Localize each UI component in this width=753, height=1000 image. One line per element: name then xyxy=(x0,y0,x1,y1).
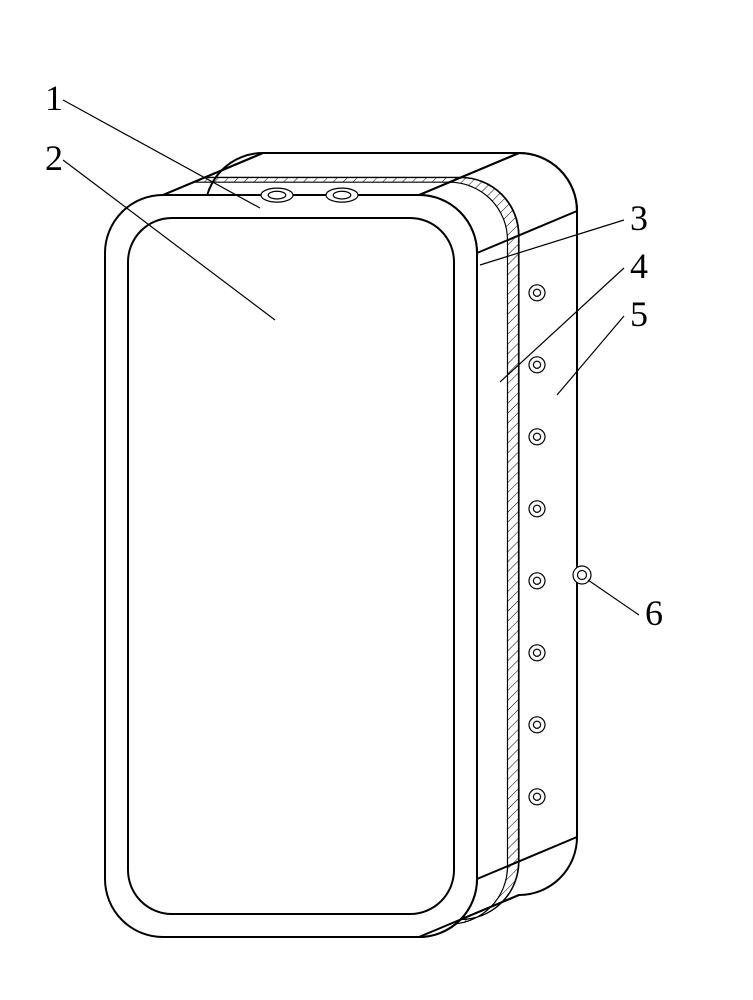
side-hole-inner xyxy=(533,577,540,584)
callout-label: 3 xyxy=(630,198,648,238)
leader-line xyxy=(588,580,639,615)
side-hole-inner xyxy=(533,721,540,728)
callout-label: 1 xyxy=(45,78,63,118)
side-knob-inner xyxy=(578,571,587,580)
side-hole-inner xyxy=(533,505,540,512)
side-hole-inner xyxy=(533,289,540,296)
front-inner xyxy=(128,218,454,914)
top-button-inner xyxy=(333,191,351,199)
callout-label: 2 xyxy=(45,138,63,178)
side-hole-inner xyxy=(533,793,540,800)
seam-top xyxy=(194,178,461,183)
top-button-inner xyxy=(268,191,286,199)
side-hole-inner xyxy=(533,433,540,440)
callout-label: 4 xyxy=(630,246,648,286)
callout-label: 5 xyxy=(630,294,648,334)
callout-label: 6 xyxy=(645,593,663,633)
side-hole-inner xyxy=(533,649,540,656)
side-hole-inner xyxy=(533,361,540,368)
technical-diagram: 1 2 3 4 5 6 xyxy=(0,0,753,1000)
leader-line xyxy=(63,100,260,208)
seam-side xyxy=(508,236,519,867)
